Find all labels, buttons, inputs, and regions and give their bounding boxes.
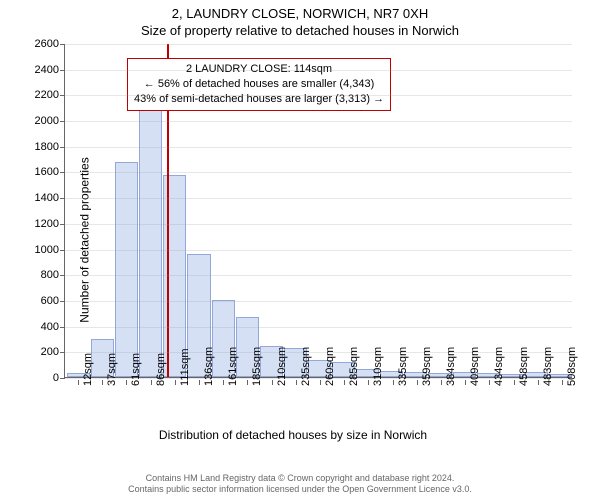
- x-tick-label: 384sqm: [445, 347, 457, 386]
- x-tick-mark: [126, 380, 127, 385]
- x-tick-mark: [368, 380, 369, 385]
- x-tick-label: 111sqm: [179, 348, 191, 386]
- chart-container: Number of detached properties 2 LAUNDRY …: [8, 40, 578, 440]
- footer-line1: Contains HM Land Registry data © Crown c…: [0, 473, 600, 485]
- title-sub: Size of property relative to detached ho…: [0, 23, 600, 38]
- footer: Contains HM Land Registry data © Crown c…: [0, 473, 600, 496]
- gridline: [65, 44, 572, 45]
- x-tick-mark: [296, 380, 297, 385]
- x-tick-label: 458sqm: [518, 347, 530, 386]
- y-tick-label: 1800: [25, 141, 65, 153]
- x-tick-label: 37sqm: [106, 353, 118, 386]
- annotation-line3: 43% of semi-detached houses are larger (…: [134, 92, 384, 107]
- y-tick-label: 2200: [25, 89, 65, 101]
- gridline: [65, 121, 572, 122]
- gridline: [65, 70, 572, 71]
- title-main: 2, LAUNDRY CLOSE, NORWICH, NR7 0XH: [0, 6, 600, 21]
- x-tick-label: 310sqm: [372, 347, 384, 386]
- x-tick-label: 260sqm: [324, 347, 336, 386]
- x-tick-mark: [538, 380, 539, 385]
- x-tick-mark: [272, 380, 273, 385]
- x-tick-mark: [320, 380, 321, 385]
- plot-area: 2 LAUNDRY CLOSE: 114sqm ← 56% of detache…: [64, 44, 572, 378]
- x-tick-label: 210sqm: [276, 347, 288, 386]
- bar: [139, 103, 162, 377]
- x-tick-mark: [514, 380, 515, 385]
- gridline: [65, 275, 572, 276]
- y-tick-label: 200: [25, 346, 65, 358]
- x-tick-mark: [102, 380, 103, 385]
- gridline: [65, 147, 572, 148]
- x-tick-label: 335sqm: [397, 347, 409, 386]
- x-tick-mark: [344, 380, 345, 385]
- bar: [115, 162, 138, 377]
- x-tick-mark: [247, 380, 248, 385]
- x-tick-mark: [417, 380, 418, 385]
- x-tick-label: 161sqm: [227, 347, 239, 386]
- y-tick-label: 1400: [25, 192, 65, 204]
- x-tick-mark: [465, 380, 466, 385]
- x-tick-mark: [562, 380, 563, 385]
- gridline: [65, 224, 572, 225]
- y-tick-label: 2400: [25, 64, 65, 76]
- x-tick-mark: [151, 380, 152, 385]
- x-tick-label: 86sqm: [155, 353, 167, 386]
- x-tick-label: 434sqm: [493, 347, 505, 386]
- x-tick-label: 483sqm: [542, 347, 554, 386]
- gridline: [65, 198, 572, 199]
- gridline: [65, 250, 572, 251]
- x-tick-mark: [489, 380, 490, 385]
- y-tick-label: 1000: [25, 244, 65, 256]
- gridline: [65, 95, 572, 96]
- x-tick-mark: [441, 380, 442, 385]
- x-ticks-group: 12sqm37sqm61sqm86sqm111sqm136sqm161sqm18…: [64, 380, 572, 430]
- gridline: [65, 301, 572, 302]
- x-tick-mark: [78, 380, 79, 385]
- y-tick-label: 400: [25, 321, 65, 333]
- y-tick-label: 800: [25, 269, 65, 281]
- y-tick-label: 1200: [25, 218, 65, 230]
- x-tick-label: 359sqm: [421, 347, 433, 386]
- gridline: [65, 172, 572, 173]
- x-tick-label: 409sqm: [469, 347, 481, 386]
- x-tick-mark: [393, 380, 394, 385]
- x-tick-label: 12sqm: [82, 353, 94, 386]
- y-tick-label: 2000: [25, 115, 65, 127]
- x-axis-label: Distribution of detached houses by size …: [159, 428, 427, 442]
- x-tick-label: 136sqm: [203, 347, 215, 386]
- y-tick-label: 0: [25, 372, 65, 384]
- x-tick-label: 508sqm: [566, 347, 578, 386]
- annotation-line2: ← 56% of detached houses are smaller (4,…: [134, 77, 384, 92]
- annotation-box: 2 LAUNDRY CLOSE: 114sqm ← 56% of detache…: [127, 58, 391, 111]
- y-tick-label: 1600: [25, 166, 65, 178]
- x-tick-mark: [199, 380, 200, 385]
- x-tick-label: 61sqm: [130, 353, 142, 386]
- y-tick-label: 2600: [25, 38, 65, 50]
- y-tick-label: 600: [25, 295, 65, 307]
- footer-line2: Contains public sector information licen…: [0, 484, 600, 496]
- x-tick-mark: [175, 380, 176, 385]
- x-tick-mark: [223, 380, 224, 385]
- x-tick-label: 235sqm: [300, 347, 312, 386]
- x-tick-label: 285sqm: [348, 347, 360, 386]
- x-tick-label: 185sqm: [251, 347, 263, 386]
- gridline: [65, 327, 572, 328]
